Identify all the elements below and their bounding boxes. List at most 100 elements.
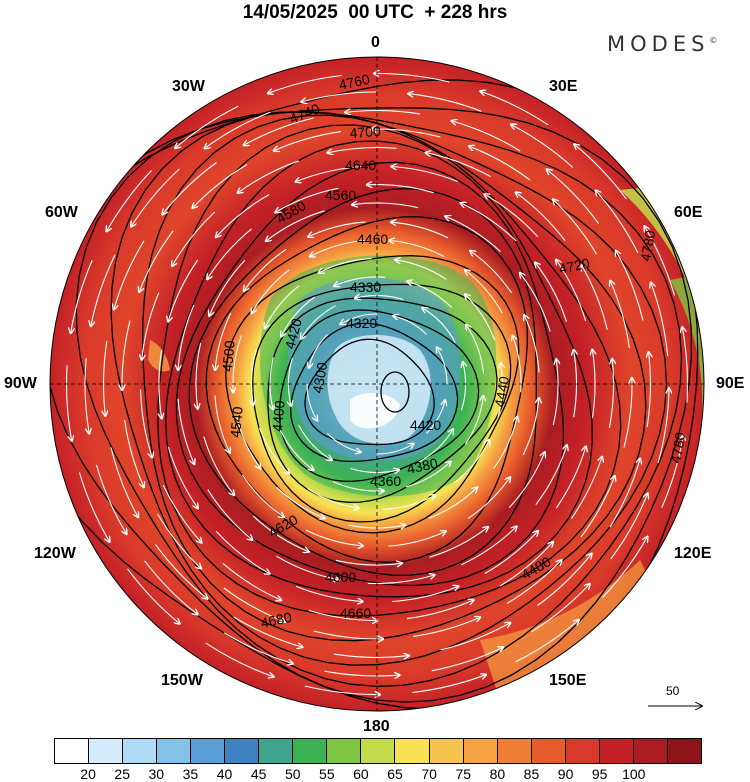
streamline-arrow [508,452,545,509]
colorbar-swatch [633,739,668,763]
streamline-arrow [574,144,627,200]
colorbar-tick-label: 35 [182,766,199,782]
lon-label-60w: 60W [45,204,78,221]
streamline-arrow [461,203,517,242]
streamline-arrow [452,121,521,152]
streamline-arrow [555,447,586,509]
colorbar-swatch [293,739,328,763]
lon-label-90w: 90W [4,375,37,392]
streamline-arrow [301,91,377,102]
streamline-arrow [405,462,451,488]
colorbar-swatch [599,739,634,763]
streamline-arrow [295,585,363,601]
streamline-arrow [332,480,384,492]
streamline-arrow [535,445,567,506]
streamline-arrow [275,187,339,212]
colorbar-swatch [55,739,90,763]
streamline-arrow [244,248,287,291]
streamline-arrow [623,378,632,448]
colorbar-swatch [191,739,226,763]
colorbar-tick-label: 75 [455,766,472,782]
streamline-arrow [223,632,293,664]
lon-label-180: 180 [363,718,390,735]
contour-label: 4700 [349,123,381,141]
streamline-arrow [66,365,72,441]
streamline-arrow [464,396,483,445]
streamline-arrow [511,125,574,168]
low-center-contour [380,371,410,413]
contour-label: 4540 [227,406,246,439]
streamline-arrow [274,131,342,151]
height-contour-line [50,107,693,703]
streamline-arrow [513,336,522,393]
streamline-arrow [244,117,314,145]
contour-label: 4660 [340,605,371,621]
streamline-arrow [516,192,566,242]
streamline-arrow [298,425,332,460]
streamline-arrow [334,276,386,286]
streamline-arrow [207,489,253,540]
streamline-arrow [391,586,459,603]
streamline-arrow [327,433,361,453]
colorbar-swatch [667,739,701,763]
streamline-arrow [310,239,365,257]
map-boundary [49,56,705,712]
streamline-arrow [412,617,480,637]
lon-label-0: 0 [371,34,380,51]
streamline-arrow [391,222,449,239]
streamline-arrow [352,203,419,209]
copyright-mark: © [709,36,718,45]
brand-logo: MODES© [607,32,717,56]
streamline-arrow [547,169,599,224]
streamline-arrow [304,685,380,695]
streamline-arrow [520,273,551,332]
colorbar-swatch [259,739,294,763]
wind-streamlines [66,73,688,695]
streamline-arrow [142,292,160,360]
streamline-arrow [552,359,558,426]
colorbar-tick-label: 70 [421,766,437,782]
streamline-arrow [570,457,602,519]
colorbar-swatch [565,739,600,763]
streamline-arrow [374,73,450,83]
streamline-arrow [522,398,539,456]
colorbar-tick-label: 65 [387,766,403,782]
streamline-arrow [537,554,592,606]
colorbar-tick-label: 45 [250,766,267,782]
streamline-arrow [391,167,459,183]
colorbar-swatch [361,739,396,763]
streamline-arrow [265,285,300,329]
streamline-arrow [196,342,202,409]
streamline-arrow [178,304,195,370]
streamline-arrow [215,312,232,370]
contour-label: 4780 [667,431,688,465]
streamline-arrow [408,94,482,112]
streamline-arrow [214,395,230,453]
streamline-arrow [131,168,180,227]
streamline-arrow [270,357,273,409]
streamline-arrow [556,260,587,322]
contour-label: 4360 [370,473,401,489]
streamline-arrow [393,316,427,335]
colorbar-swatch [429,739,464,763]
streamline-arrow [252,269,290,313]
streamline-arrow [531,584,590,633]
streamline-arrow [465,294,496,341]
colorbar-tick-label: 25 [114,766,130,782]
colorbar-swatch [327,739,362,763]
streamline-arrow [276,486,325,518]
colorbar-tick-label: 55 [319,766,335,782]
streamline-arrow [110,447,138,518]
streamline-arrow [367,185,434,194]
streamline-arrow [215,530,269,573]
streamline-arrow [506,560,562,604]
streamline-arrow [602,537,647,598]
streamline-arrow [233,335,242,393]
streamline-arrow [418,429,453,463]
streamline-arrow [376,444,414,455]
streamline-arrow [367,575,435,585]
streamline-arrow [258,427,289,474]
streamline-arrow [236,416,261,469]
streamline-arrow [616,251,644,321]
